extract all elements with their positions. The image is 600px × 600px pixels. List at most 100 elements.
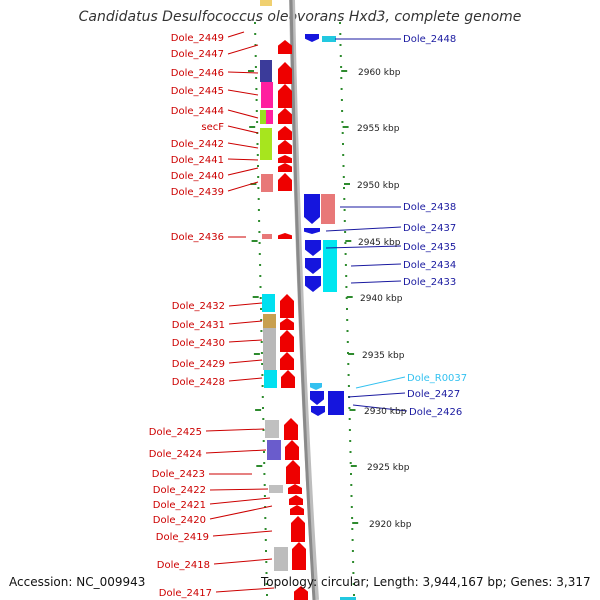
gene-label[interactable]: Dole_2439	[171, 187, 224, 198]
tick-dot-left	[262, 418, 265, 420]
label-leader-line	[213, 558, 273, 565]
gene-label[interactable]: Dole_2436	[171, 232, 224, 243]
gene-arrow-up	[278, 163, 292, 172]
gene-label[interactable]: Dole_2433	[403, 277, 456, 288]
tick-dot-left	[259, 264, 262, 266]
gene-arrow-up	[291, 516, 305, 542]
gene-label[interactable]: Dole_2420	[153, 515, 206, 526]
tick-dot-right	[345, 275, 348, 277]
tick-dot-right	[349, 440, 352, 442]
backbone	[289, 0, 319, 600]
tick-dot-left	[263, 473, 266, 475]
tick-dot-left	[262, 429, 265, 431]
gene-label[interactable]: Dole_2440	[171, 171, 224, 182]
gene-arrow-up	[278, 126, 292, 140]
gene-block	[263, 328, 276, 370]
genome-info-text: Topology: circular; Length: 3,944,167 bp…	[261, 575, 591, 589]
tick-dot-left	[256, 143, 259, 145]
major-tick	[255, 409, 262, 411]
gene-arrow-down	[305, 276, 321, 292]
major-tick	[344, 183, 350, 185]
tick-dot-left	[259, 297, 262, 299]
tick-dot-right	[342, 165, 345, 167]
tick-dot-left	[264, 528, 267, 530]
scale-label: 2935 kbp	[362, 351, 405, 361]
tick-dot-right	[351, 550, 354, 552]
gene-label[interactable]: Dole_2446	[171, 68, 224, 79]
gene-label[interactable]: Dole_2438	[403, 202, 456, 213]
tick-dot-right	[344, 264, 347, 266]
tick-dot-left	[265, 572, 268, 574]
gene-arrow-down	[310, 391, 324, 405]
label-leader-line	[350, 263, 402, 267]
tick-dot-right	[344, 242, 347, 244]
gene-label[interactable]: Dole_2437	[403, 223, 456, 234]
gene-label[interactable]: Dole_2432	[172, 301, 225, 312]
tick-dot-right	[349, 451, 352, 453]
tick-dot-left	[260, 308, 262, 310]
tick-dot-left	[259, 286, 262, 288]
gene-block	[323, 240, 337, 292]
gene-label[interactable]: Dole_2429	[172, 359, 225, 370]
gene-label[interactable]: secF	[201, 122, 224, 133]
gene-label[interactable]: Dole_2427	[407, 389, 460, 400]
gene-label[interactable]: Dole_2441	[171, 155, 224, 166]
gene-block	[262, 234, 272, 239]
tick-dot-left	[262, 440, 265, 442]
gene-block	[265, 420, 279, 438]
label-leader-line	[325, 245, 402, 249]
gene-label[interactable]: Dole_2428	[172, 377, 225, 388]
gene-arrow-up	[288, 484, 302, 494]
gene-label[interactable]: Dole_2447	[171, 49, 224, 60]
gene-arrow-up	[278, 155, 292, 163]
gene-label[interactable]: Dole_2426	[409, 407, 462, 418]
gene-label[interactable]: Dole_2442	[171, 139, 224, 150]
tick-dot-left	[255, 99, 258, 101]
tick-dot-left	[260, 352, 263, 354]
major-tick	[256, 465, 263, 467]
tick-dot-right	[348, 418, 351, 420]
gene-label[interactable]: Dole_2448	[403, 34, 456, 45]
label-leader-line	[228, 377, 263, 382]
gene-arrow-up	[280, 330, 294, 352]
gene-label[interactable]: Dole_2431	[172, 320, 225, 331]
gene-arrow-down	[311, 406, 325, 416]
gene-label-rna[interactable]: Dole_R0037	[407, 373, 467, 384]
tick-dot-left	[261, 396, 264, 398]
gene-arrow-up	[294, 586, 308, 600]
gene-label[interactable]: Dole_2418	[157, 560, 210, 571]
gene-label[interactable]: Dole_2422	[153, 485, 206, 496]
gene-label[interactable]: Dole_2425	[149, 427, 202, 438]
tick-dot-right	[343, 187, 345, 189]
gene-arrow-up	[280, 352, 294, 370]
tick-dot-right	[342, 154, 345, 156]
gene-block	[261, 174, 273, 192]
gene-label[interactable]: Dole_2421	[153, 500, 206, 511]
label-leader-line	[228, 359, 263, 364]
gene-label[interactable]: Dole_2417	[159, 588, 212, 599]
tick-dot-right	[344, 231, 347, 233]
gene-block	[267, 440, 281, 460]
tick-dot-left	[265, 550, 267, 552]
gene-label[interactable]: Dole_2435	[403, 242, 456, 253]
tick-dot-left	[255, 77, 258, 79]
gene-label[interactable]: Dole_2430	[172, 338, 225, 349]
scale-label: 2930 kbp	[364, 407, 407, 417]
tick-dot-left	[263, 495, 266, 497]
scale-label: 2950 kbp	[357, 181, 400, 191]
gene-label[interactable]: Dole_2419	[156, 532, 209, 543]
gene-label[interactable]: Dole_2434	[403, 260, 456, 271]
gene-label[interactable]: Dole_2444	[171, 106, 224, 117]
gene-arrow-up	[278, 40, 292, 54]
gene-label[interactable]: Dole_2449	[171, 33, 224, 44]
gene-label[interactable]: Dole_2423	[152, 469, 205, 480]
gene-label[interactable]: Dole_2445	[171, 86, 224, 97]
tick-dot-right	[350, 484, 353, 486]
major-tick	[345, 240, 352, 242]
gene-label[interactable]: Dole_2424	[149, 449, 202, 460]
tick-dot-left	[254, 33, 257, 35]
major-tick	[248, 70, 254, 72]
tick-dot-right	[348, 407, 351, 409]
tick-dot-left	[263, 484, 266, 486]
